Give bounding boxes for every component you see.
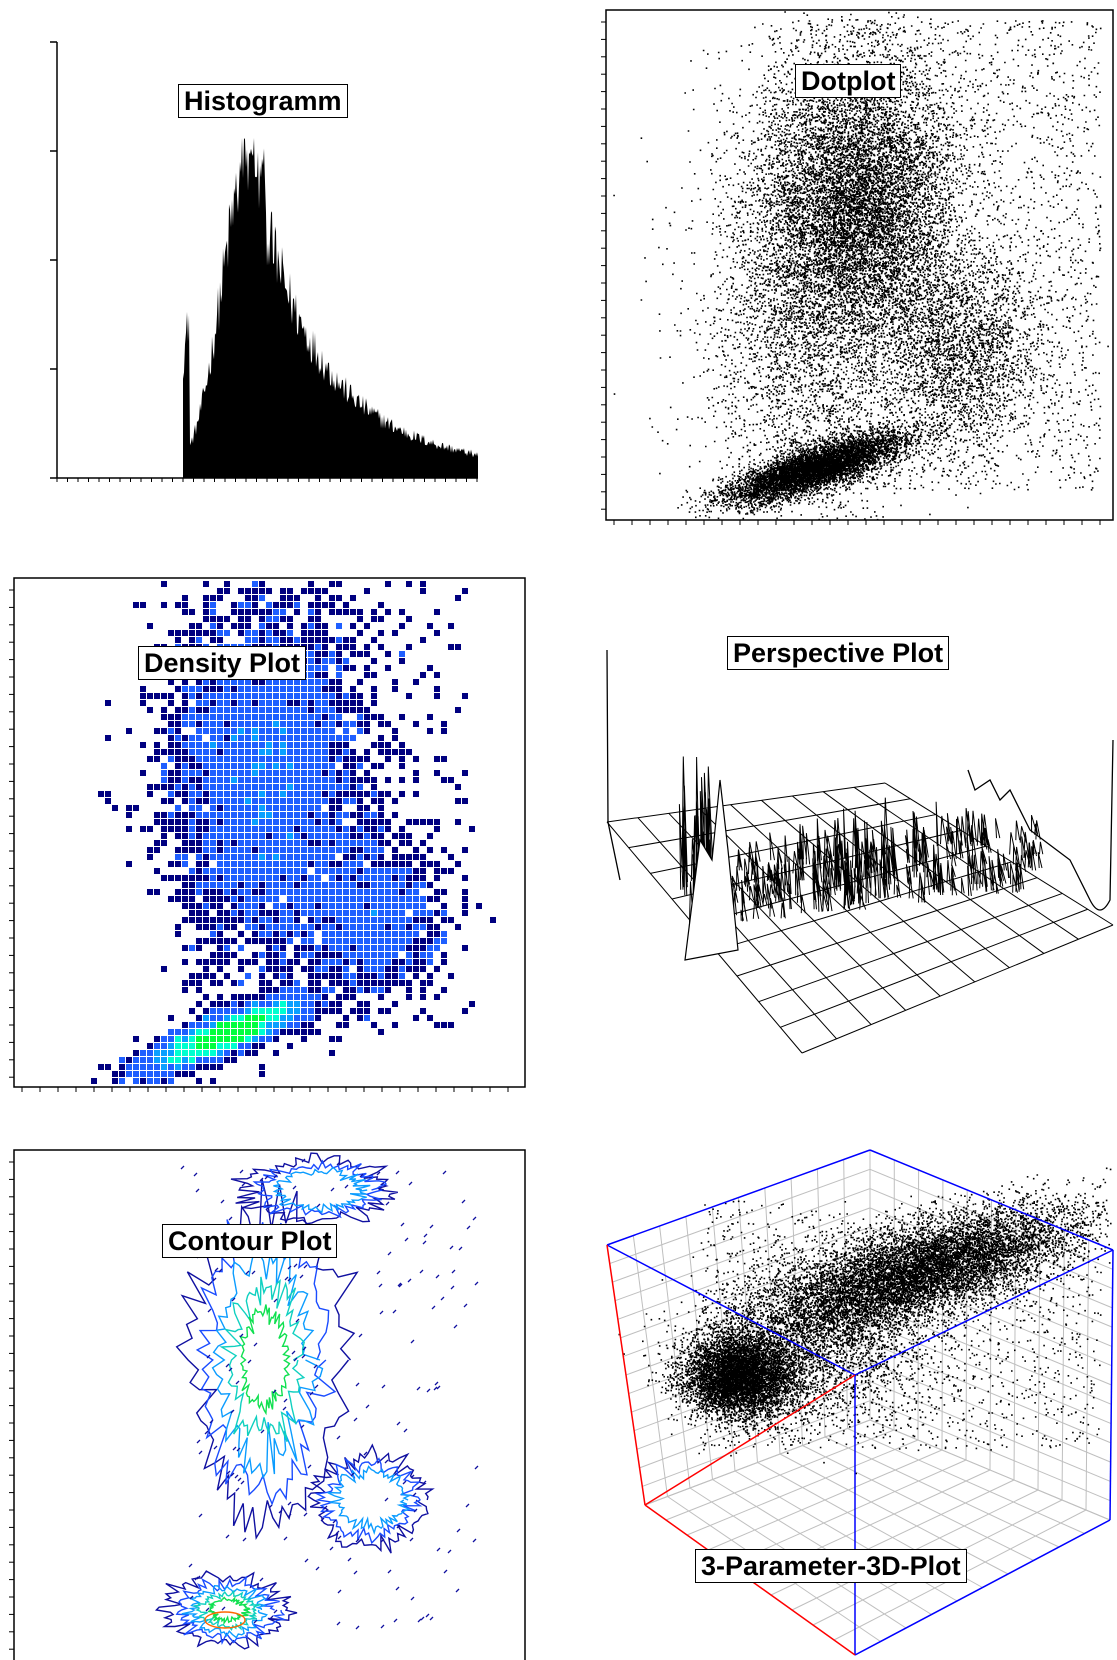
density-frame [9,577,526,1092]
perspective-title: Perspective Plot [727,636,950,670]
contour-title: Contour Plot [162,1224,338,1258]
dotplot-title: Dotplot [795,64,902,98]
scatter3d-panel [606,1149,1114,1656]
dotplot-panel [601,9,1114,525]
density-cells [91,581,496,1084]
scatter3d-box-edges [606,1149,1114,1656]
histogram-bars [183,138,478,478]
perspective-panel [606,649,1114,1054]
scatter3d-title: 3-Parameter-3D-Plot [695,1549,967,1583]
density-title: Density Plot [138,646,307,680]
perspective-grid [606,782,1114,1054]
dotplot-frame [601,9,1114,525]
histogram-panel [50,41,478,482]
contour-lines [154,1152,479,1650]
dotplot-points [613,11,1109,521]
histogram-title: Histogramm [178,84,348,118]
contour-frame [9,1149,526,1660]
density-panel [9,577,526,1092]
perspective-surface [606,649,1114,961]
contour-panel [9,1149,526,1660]
scatter3d-points [618,1167,1112,1475]
